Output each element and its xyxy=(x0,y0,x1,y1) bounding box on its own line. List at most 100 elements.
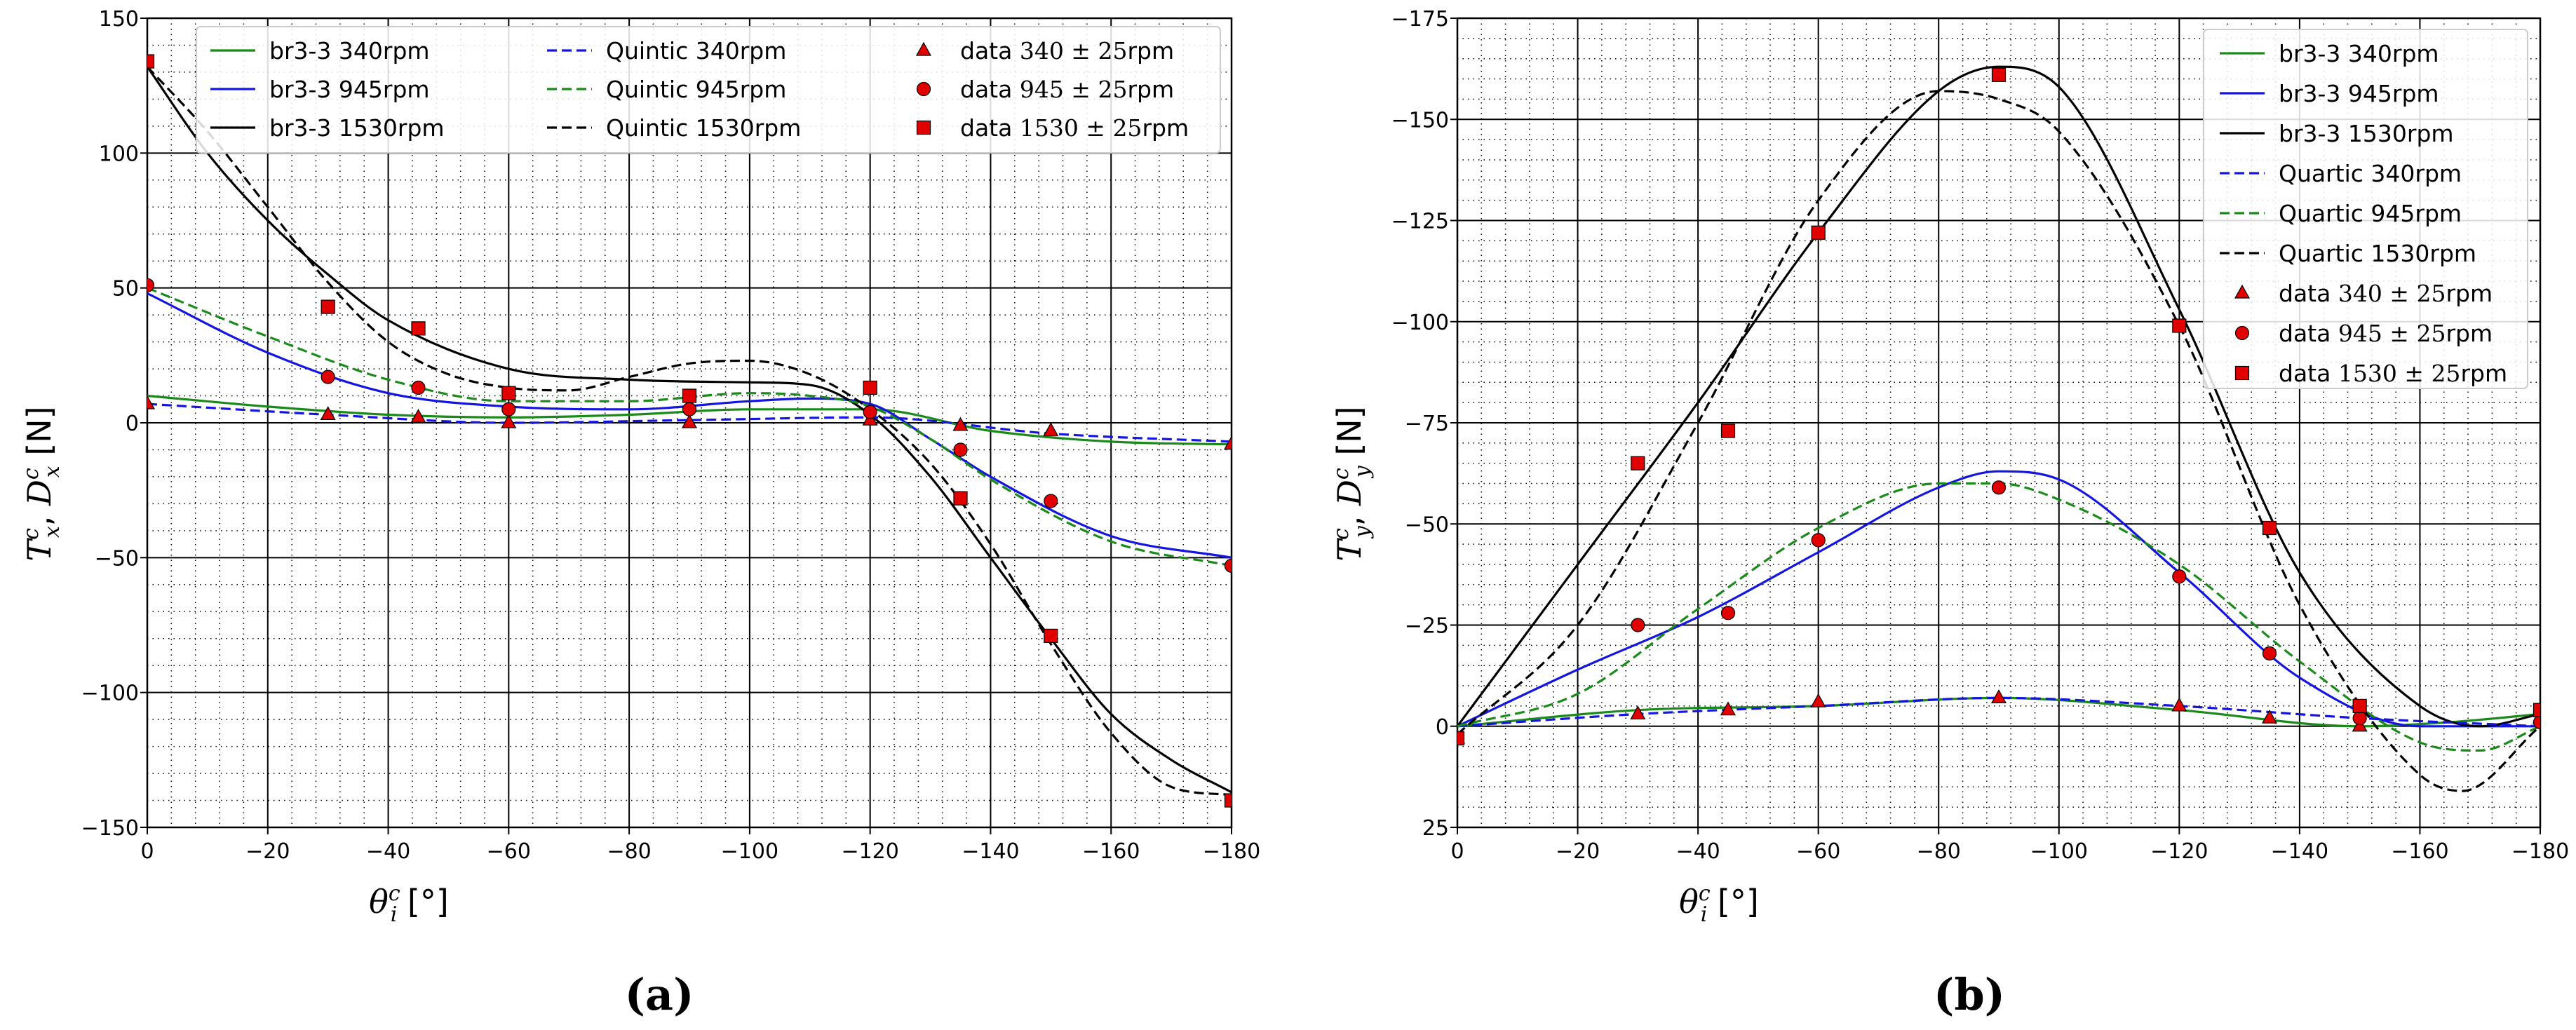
data-point xyxy=(1811,533,1826,548)
xtick-label: −80 xyxy=(1917,839,1961,864)
xtick-label: −140 xyxy=(962,839,1019,864)
ytick-label: −25 xyxy=(1405,614,1449,639)
data-point xyxy=(1223,435,1232,450)
chart-panel-b: Tcy, Dcy [N] θc i [°] (b) 0 −20 −40 −60 −80 −1… xyxy=(1329,7,2569,1020)
series-line xyxy=(1457,65,2540,728)
series-line xyxy=(1457,470,2540,728)
xtick-label: −140 xyxy=(2271,839,2328,864)
legend-label: br3-3 1530rpm xyxy=(269,114,445,142)
plot-frame xyxy=(1456,17,2542,829)
data-point xyxy=(1720,606,1736,621)
ytick-label: 50 xyxy=(112,277,139,301)
xtick-label: −120 xyxy=(2150,839,2208,864)
legend-label: Quartic 1530rpm xyxy=(2279,240,2476,267)
data-point xyxy=(2261,709,2278,724)
series-quintic-1530rpm xyxy=(147,66,1232,797)
data-point xyxy=(2172,569,2187,584)
data-point xyxy=(501,414,517,428)
ytick-label: −175 xyxy=(1391,7,1449,32)
ylabel-b: Tcy, Dcy [N] xyxy=(1329,406,1375,561)
data-point xyxy=(682,402,697,416)
legend-entry-quintic-1530rpm: Quintic 1530rpm xyxy=(547,114,801,142)
legend-label: Quartic 340rpm xyxy=(2279,160,2462,187)
ytick-label: 150 xyxy=(99,7,139,32)
data-point xyxy=(863,380,877,395)
legend-entry-br3-3-1530rpm: br3-3 1530rpm xyxy=(2220,120,2454,147)
data-point xyxy=(1810,693,1826,707)
data-point xyxy=(411,321,426,336)
data-point xyxy=(147,395,156,409)
ylabel-a-sym1: T xyxy=(20,538,58,562)
legend-marker xyxy=(915,41,932,56)
data-point xyxy=(501,386,516,400)
panel-label-a: (a) xyxy=(625,969,694,1020)
xtick-label: −180 xyxy=(1203,839,1260,864)
data-point xyxy=(2172,318,2187,333)
legend-label: br3-3 945rpm xyxy=(269,76,430,103)
legend-entry-data-1530-25rpm: data 1530 ± 25rpm xyxy=(916,114,1189,142)
series-br3-3-945rpm xyxy=(1457,470,2540,728)
xtick-label: −120 xyxy=(841,839,898,864)
data-point xyxy=(2533,703,2540,717)
series-line xyxy=(147,66,1232,797)
series-br3-3-1530rpm xyxy=(1457,65,2540,728)
series-line xyxy=(1457,90,2540,792)
legend-label: data 945 ± 25rpm xyxy=(2279,320,2493,347)
data-point xyxy=(863,405,877,419)
legend-entry-br3-3-945rpm: br3-3 945rpm xyxy=(210,76,430,103)
legend-entry-br3-3-340rpm: br3-3 340rpm xyxy=(210,37,430,65)
legend-marker xyxy=(916,81,931,97)
xlabel-a: θc i [°] xyxy=(369,881,449,927)
xtick-label: 0 xyxy=(140,839,154,864)
legend-label: data 1530 ± 25rpm xyxy=(960,114,1189,142)
xtick-label: −20 xyxy=(245,839,290,864)
series-br3-3-1530rpm xyxy=(147,66,1232,794)
chart-panel-a: Tcx, Dcx [N] θc i [°] (a) 0 −20 −40 −60 −80 −1… xyxy=(19,7,1260,1020)
data-point xyxy=(2262,520,2277,536)
ytick-label: −100 xyxy=(81,682,139,706)
legend-entry-data-1530-25rpm: data 1530 ± 25rpm xyxy=(2234,360,2507,387)
data-point xyxy=(1044,494,1058,508)
legend-marker xyxy=(2234,284,2251,299)
legend-box xyxy=(196,26,1221,154)
legend-marker xyxy=(2234,365,2250,381)
ytick-label: 0 xyxy=(1436,715,1449,740)
legend-entry-quartic-340rpm: Quartic 340rpm xyxy=(2220,160,2462,187)
data-point xyxy=(147,278,155,292)
series-quartic-945rpm xyxy=(1457,482,2540,752)
legend-entry-quartic-1530rpm: Quartic 1530rpm xyxy=(2220,240,2476,267)
legend-entry-data-340-25rpm: data 340 ± 25rpm xyxy=(2234,280,2493,307)
data-point xyxy=(1631,456,1645,470)
ytick-label: 25 xyxy=(1422,816,1449,841)
series-br3-3-945rpm xyxy=(147,292,1232,559)
legend-label: Quintic 945rpm xyxy=(606,76,786,103)
ytick-label: 100 xyxy=(99,142,139,166)
data-point xyxy=(1991,67,2007,82)
data-point xyxy=(953,442,968,457)
xtick-label: −160 xyxy=(1082,839,1140,864)
data-point xyxy=(321,370,335,384)
data-point xyxy=(1631,618,1645,632)
data-point xyxy=(953,491,968,506)
ytick-label: −75 xyxy=(1405,412,1449,436)
data-point xyxy=(1720,701,1737,716)
ytick-label: −150 xyxy=(1391,108,1449,133)
data-point xyxy=(682,388,697,403)
data-point xyxy=(410,409,426,423)
plot-frame xyxy=(146,17,1233,829)
series-line xyxy=(147,66,1232,794)
data-point xyxy=(501,402,516,416)
legend-label: Quartic 945rpm xyxy=(2279,200,2462,227)
data-point xyxy=(1991,480,2007,495)
legend-entry-quintic-340rpm: Quintic 340rpm xyxy=(547,37,786,65)
data-point xyxy=(1720,423,1736,438)
legend-label: data 340 ± 25rpm xyxy=(2279,280,2493,307)
ytick-label: −150 xyxy=(81,816,139,841)
data-point xyxy=(2262,646,2277,660)
ylabel-a: Tcx, Dcx [N] xyxy=(19,406,65,561)
legend-entry-data-945-25rpm: data 945 ± 25rpm xyxy=(2234,320,2493,347)
legend-label: br3-3 1530rpm xyxy=(2279,120,2454,147)
data-point xyxy=(1044,628,1058,643)
legend-box xyxy=(2203,29,2528,389)
data-point xyxy=(1630,705,1646,720)
